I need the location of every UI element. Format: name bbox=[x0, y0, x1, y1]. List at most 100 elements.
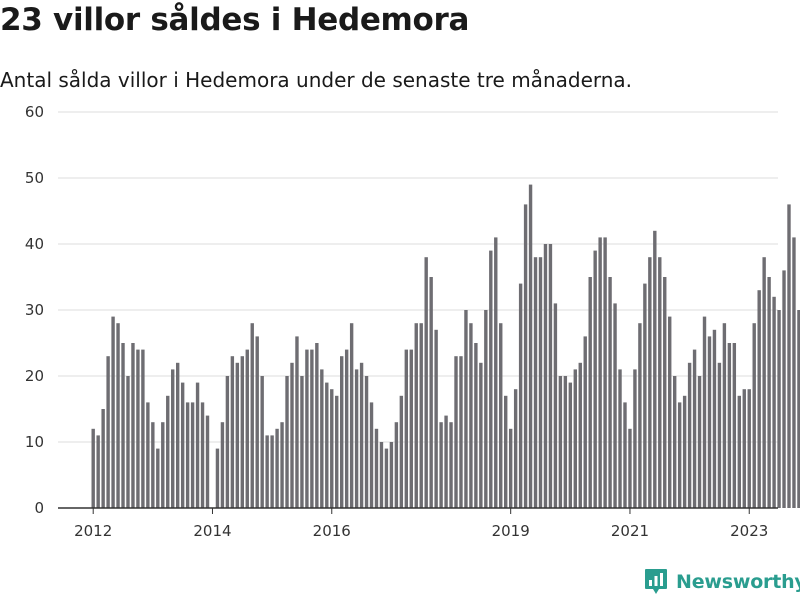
bar bbox=[479, 362, 483, 508]
bar bbox=[528, 184, 533, 508]
bar bbox=[797, 310, 800, 508]
bar bbox=[489, 250, 493, 508]
bar bbox=[687, 362, 692, 508]
bar bbox=[518, 283, 523, 508]
bar bbox=[474, 343, 478, 508]
bar bbox=[166, 395, 170, 508]
bar bbox=[737, 395, 741, 508]
bar bbox=[300, 376, 304, 508]
bar bbox=[349, 323, 354, 508]
bar bbox=[668, 316, 672, 508]
bar bbox=[757, 290, 761, 508]
newsworthy-logo-icon bbox=[645, 569, 667, 594]
bar bbox=[330, 389, 334, 508]
bar bbox=[171, 369, 175, 508]
bar bbox=[180, 382, 185, 508]
x-tick-label: 2014 bbox=[193, 522, 231, 540]
bar bbox=[399, 395, 404, 508]
bar bbox=[663, 277, 667, 508]
bar bbox=[648, 257, 652, 508]
bar bbox=[613, 303, 617, 508]
bar bbox=[732, 343, 737, 508]
bar bbox=[772, 296, 776, 508]
bar bbox=[777, 310, 781, 508]
bar bbox=[195, 382, 200, 508]
x-tick-label: 2016 bbox=[313, 522, 351, 540]
bar bbox=[230, 356, 235, 508]
bar bbox=[225, 376, 230, 508]
bar bbox=[727, 343, 732, 508]
bar bbox=[762, 257, 766, 508]
bar bbox=[643, 283, 647, 508]
bar bbox=[310, 349, 314, 508]
y-tick-label: 40 bbox=[25, 235, 44, 253]
bar bbox=[623, 402, 627, 508]
bar bbox=[116, 323, 120, 508]
bar bbox=[215, 448, 220, 508]
bar bbox=[429, 277, 433, 508]
bar bbox=[126, 376, 130, 508]
bar bbox=[359, 362, 364, 508]
bar bbox=[538, 257, 543, 508]
bar bbox=[787, 204, 791, 508]
bar bbox=[354, 369, 359, 508]
bar bbox=[558, 376, 563, 508]
bar bbox=[414, 323, 418, 508]
bar bbox=[494, 237, 498, 508]
x-tick-label: 2012 bbox=[74, 522, 112, 540]
bar bbox=[618, 369, 622, 508]
newsworthy-logo[interactable]: Newsworthy bbox=[644, 568, 800, 596]
bar bbox=[394, 422, 399, 508]
bar bbox=[96, 435, 100, 508]
bar bbox=[290, 362, 294, 508]
bar bbox=[543, 244, 548, 508]
bar bbox=[469, 323, 473, 508]
bar bbox=[583, 336, 587, 508]
bar bbox=[136, 349, 140, 508]
bar bbox=[146, 402, 150, 508]
bar bbox=[434, 329, 438, 508]
bar bbox=[200, 402, 205, 508]
bar bbox=[792, 237, 796, 508]
bar bbox=[250, 323, 254, 508]
bar bbox=[702, 316, 707, 508]
bar bbox=[305, 349, 309, 508]
bar bbox=[141, 349, 145, 508]
bar bbox=[638, 323, 642, 508]
bar bbox=[677, 402, 682, 508]
x-tick-label: 2023 bbox=[730, 522, 768, 540]
bar bbox=[449, 422, 453, 508]
bar bbox=[752, 323, 756, 508]
bar bbox=[593, 250, 597, 508]
bar bbox=[270, 435, 274, 508]
bar bbox=[504, 395, 508, 508]
x-tick-label: 2019 bbox=[492, 522, 530, 540]
bar bbox=[563, 376, 568, 508]
bar bbox=[513, 389, 518, 508]
bar bbox=[672, 376, 677, 508]
bar bbox=[131, 343, 135, 508]
bar bbox=[101, 409, 105, 508]
bar bbox=[240, 356, 244, 508]
bar bbox=[464, 310, 468, 508]
bar bbox=[717, 362, 722, 508]
bar bbox=[374, 428, 379, 508]
bar bbox=[553, 303, 558, 508]
bar bbox=[409, 349, 413, 508]
bar bbox=[499, 323, 503, 508]
x-tick-label: 2021 bbox=[611, 522, 649, 540]
bar bbox=[185, 402, 190, 508]
bar bbox=[722, 323, 727, 508]
y-tick-label: 10 bbox=[25, 433, 44, 451]
bar bbox=[235, 362, 240, 508]
bar bbox=[151, 422, 155, 508]
bar bbox=[265, 435, 269, 508]
y-tick-label: 20 bbox=[25, 367, 44, 385]
bar bbox=[320, 369, 324, 508]
chart-subtitle: Antal sålda villor i Hedemora under de s… bbox=[0, 68, 633, 92]
bar bbox=[161, 422, 165, 508]
bar bbox=[707, 336, 712, 508]
bar bbox=[742, 389, 746, 508]
bar bbox=[419, 323, 423, 508]
bar bbox=[364, 376, 369, 508]
